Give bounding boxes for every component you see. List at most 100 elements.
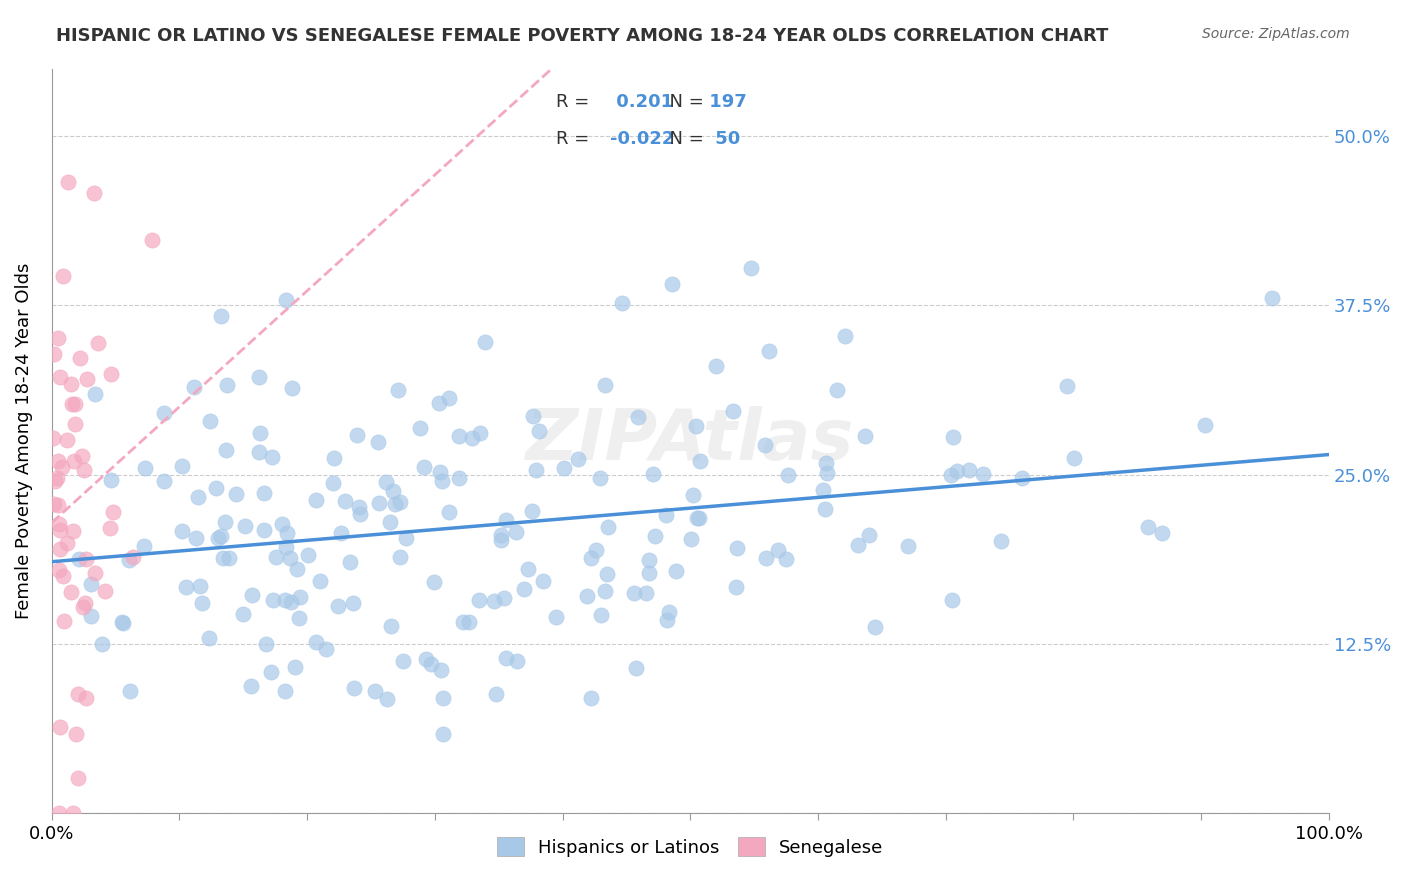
Point bbox=[75, 552, 97, 566]
Point bbox=[834, 329, 856, 343]
Point bbox=[725, 541, 748, 556]
Point bbox=[83, 186, 105, 200]
Y-axis label: Female Poverty Among 18-24 Year Olds: Female Poverty Among 18-24 Year Olds bbox=[15, 262, 32, 619]
Point bbox=[941, 467, 963, 482]
Point bbox=[380, 618, 402, 632]
Point bbox=[183, 380, 205, 394]
Point bbox=[848, 538, 870, 552]
Point bbox=[305, 493, 328, 508]
Point bbox=[624, 660, 647, 674]
Point bbox=[449, 429, 471, 443]
Text: N =: N = bbox=[658, 93, 704, 111]
Text: R =: R = bbox=[557, 93, 589, 111]
Point bbox=[897, 540, 920, 554]
Point bbox=[247, 370, 270, 384]
Point bbox=[253, 486, 276, 500]
Point bbox=[188, 579, 211, 593]
Point bbox=[56, 175, 79, 189]
Point bbox=[766, 542, 789, 557]
Point bbox=[69, 351, 91, 365]
Point bbox=[474, 335, 496, 350]
Point bbox=[658, 605, 681, 619]
Point bbox=[815, 466, 838, 480]
Point bbox=[349, 507, 371, 521]
Point bbox=[579, 551, 602, 566]
Text: 50: 50 bbox=[710, 130, 741, 148]
Point bbox=[375, 691, 398, 706]
Point bbox=[87, 336, 110, 351]
Point bbox=[60, 584, 83, 599]
Point bbox=[531, 574, 554, 589]
Text: HISPANIC OR LATINO VS SENEGALESE FEMALE POVERTY AMONG 18-24 YEAR OLDS CORRELATIO: HISPANIC OR LATINO VS SENEGALESE FEMALE … bbox=[56, 27, 1108, 45]
Point bbox=[758, 343, 780, 358]
Point bbox=[704, 359, 727, 374]
Point bbox=[505, 524, 527, 539]
Point bbox=[65, 727, 87, 741]
Point bbox=[276, 540, 298, 554]
Point bbox=[610, 296, 633, 310]
Point bbox=[389, 495, 412, 509]
Point bbox=[274, 293, 297, 308]
Point bbox=[218, 550, 240, 565]
Point bbox=[1063, 450, 1085, 465]
Point bbox=[395, 531, 418, 545]
Point bbox=[290, 591, 312, 605]
Point bbox=[329, 526, 352, 541]
Point bbox=[48, 806, 70, 821]
Point bbox=[686, 511, 709, 525]
Point bbox=[755, 551, 778, 566]
Point bbox=[190, 596, 212, 610]
Point bbox=[309, 574, 332, 589]
Point bbox=[134, 461, 156, 475]
Point bbox=[689, 454, 711, 468]
Point bbox=[367, 435, 389, 450]
Point bbox=[775, 552, 797, 566]
Point bbox=[415, 652, 437, 666]
Text: Source: ZipAtlas.com: Source: ZipAtlas.com bbox=[1202, 27, 1350, 41]
Point bbox=[643, 467, 665, 481]
Point bbox=[152, 474, 174, 488]
Point bbox=[207, 531, 229, 545]
Point bbox=[118, 684, 141, 698]
Point bbox=[254, 637, 277, 651]
Point bbox=[56, 433, 79, 447]
Point bbox=[1152, 526, 1174, 541]
Point bbox=[94, 584, 117, 599]
Point bbox=[67, 771, 90, 785]
Point bbox=[270, 517, 292, 532]
Point bbox=[121, 550, 143, 565]
Point bbox=[655, 508, 678, 522]
Point bbox=[280, 595, 302, 609]
Point bbox=[516, 562, 538, 576]
Point bbox=[184, 531, 207, 545]
Point bbox=[215, 443, 238, 458]
Point bbox=[73, 463, 96, 477]
Point bbox=[384, 497, 406, 511]
Point bbox=[274, 593, 297, 607]
Point bbox=[280, 551, 302, 566]
Point bbox=[141, 233, 163, 247]
Point bbox=[520, 504, 543, 518]
Point bbox=[63, 454, 86, 468]
Point bbox=[285, 562, 308, 576]
Point bbox=[491, 528, 513, 542]
Point bbox=[187, 490, 209, 504]
Point bbox=[811, 483, 834, 497]
Point bbox=[46, 454, 69, 468]
Point bbox=[132, 539, 155, 553]
Point bbox=[98, 520, 121, 534]
Point bbox=[579, 691, 602, 706]
Point bbox=[447, 470, 470, 484]
Point bbox=[84, 387, 107, 401]
Point bbox=[688, 511, 710, 525]
Point bbox=[364, 684, 387, 698]
Point bbox=[853, 429, 876, 443]
Point bbox=[627, 410, 650, 425]
Point bbox=[657, 613, 679, 627]
Point bbox=[46, 471, 69, 485]
Point bbox=[685, 419, 707, 434]
Point bbox=[75, 691, 97, 706]
Point bbox=[343, 681, 366, 695]
Point bbox=[253, 524, 276, 538]
Point bbox=[48, 498, 70, 512]
